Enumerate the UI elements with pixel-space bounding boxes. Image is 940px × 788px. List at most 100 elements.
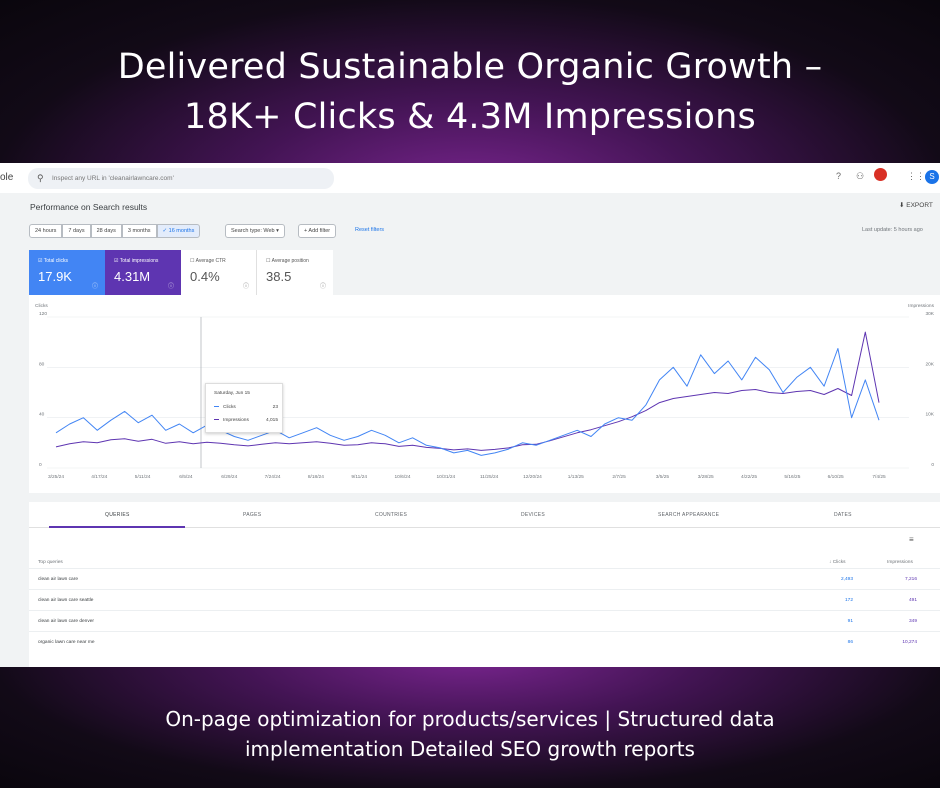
right-tick-label: 30K bbox=[925, 311, 934, 317]
avatar[interactable]: S bbox=[925, 170, 939, 184]
dimension-tabs: QUERIES PAGES COUNTRIES DEVICES SEARCH A… bbox=[29, 502, 940, 528]
clicks-series-line bbox=[55, 348, 880, 456]
range-7-days[interactable]: 7 days bbox=[62, 224, 91, 238]
row-clicks: 172 bbox=[844, 598, 853, 603]
table-row[interactable]: clean air lawn care seattle 172 491 bbox=[29, 589, 940, 610]
last-update: Last update: 5 hours ago bbox=[862, 227, 923, 233]
right-tick-label: 0 bbox=[931, 462, 934, 468]
apps-grid-icon[interactable]: ⋮⋮ bbox=[907, 171, 925, 181]
help-icon[interactable]: ⓘ bbox=[319, 284, 326, 290]
x-tick-label: 7/4/25 bbox=[872, 474, 886, 480]
column-header-query: Top queries bbox=[38, 560, 63, 565]
dimensions-table-card: QUERIES PAGES COUNTRIES DEVICES SEARCH A… bbox=[29, 502, 940, 667]
row-clicks: 2,493 bbox=[840, 577, 853, 582]
search-type-chip[interactable]: Search type: Web ▾ bbox=[225, 224, 285, 238]
metric-value: 17.9K bbox=[38, 269, 72, 284]
help-icon[interactable]: ⓘ bbox=[242, 284, 249, 290]
metric-value: 0.4% bbox=[190, 269, 220, 284]
range-24-hours[interactable]: 24 hours bbox=[29, 224, 63, 238]
metric-total-clicks[interactable]: ☑ Total clicks 17.9K ⓘ bbox=[29, 250, 105, 295]
range-28-days[interactable]: 28 days bbox=[90, 224, 122, 238]
x-tick-label: 9/11/24 bbox=[351, 474, 367, 480]
help-icon[interactable]: ⓘ bbox=[167, 284, 174, 290]
row-impressions: 10,274 bbox=[902, 640, 917, 645]
row-impressions: 491 bbox=[908, 598, 917, 603]
x-tick-label: 1/13/25 bbox=[568, 474, 584, 480]
left-axis-label: Clicks bbox=[35, 303, 48, 309]
search-console-screenshot: ole ⚲ Inspect any URL in 'cleanairlawnca… bbox=[0, 163, 940, 667]
search-icon: ⚲ bbox=[37, 173, 44, 183]
x-tick-label: 3/5/25 bbox=[656, 474, 670, 480]
help-icon[interactable]: ⓘ bbox=[91, 284, 98, 290]
metric-label: ☑ Total clicks bbox=[38, 258, 68, 264]
right-tick-label: 10K bbox=[925, 412, 934, 418]
filter-rows-icon[interactable]: ≡ bbox=[909, 535, 914, 544]
search-placeholder: Inspect any URL in 'cleanairlawncare.com… bbox=[52, 175, 174, 182]
clicks-swatch bbox=[214, 406, 219, 408]
tab-dates[interactable]: DATES bbox=[834, 512, 852, 518]
metric-label: ☑ Total impressions bbox=[114, 258, 159, 264]
metric-average-position[interactable]: ☐ Average position 38.5 ⓘ bbox=[257, 250, 333, 295]
tab-devices[interactable]: DEVICES bbox=[521, 512, 546, 518]
range-16-months[interactable]: ✓ 16 months bbox=[156, 224, 201, 238]
x-tick-label: 3/28/25 bbox=[698, 474, 714, 480]
headline-line-2: 18K+ Clicks & 4.3M Impressions bbox=[184, 97, 756, 137]
impressions-series-line bbox=[55, 331, 880, 451]
add-filter-chip[interactable]: + Add filter bbox=[298, 224, 337, 238]
column-header-impressions[interactable]: Impressions bbox=[887, 560, 913, 565]
x-tick-label: 4/22/25 bbox=[741, 474, 757, 480]
export-button[interactable]: ⬇ EXPORT bbox=[899, 201, 933, 209]
tooltip-impressions-value: 4,015 bbox=[265, 418, 278, 423]
metric-total-impressions[interactable]: ☑ Total impressions 4.31M ⓘ bbox=[105, 250, 181, 295]
x-tick-label: 6/5/24 bbox=[179, 474, 193, 480]
x-tick-label: 2/7/25 bbox=[612, 474, 626, 480]
row-query: clean air lawn care seattle bbox=[38, 598, 94, 603]
notifications-icon[interactable] bbox=[874, 168, 887, 181]
tab-pages[interactable]: PAGES bbox=[243, 512, 262, 518]
x-tick-label: 7/24/24 bbox=[265, 474, 281, 480]
export-label: EXPORT bbox=[906, 202, 933, 209]
metric-average-ctr[interactable]: ☐ Average CTR 0.4% ⓘ bbox=[181, 250, 257, 295]
headline: Delivered Sustainable Organic Growth – 1… bbox=[0, 0, 940, 142]
row-clicks: 91 bbox=[847, 619, 853, 624]
row-clicks: 86 bbox=[847, 640, 853, 645]
metric-label: ☐ Average position bbox=[266, 258, 309, 264]
table-row[interactable]: clean air lawn care 2,493 7,216 bbox=[29, 568, 940, 589]
x-tick-label: 3/25/24 bbox=[48, 474, 64, 480]
x-tick-label: 5/11/24 bbox=[135, 474, 151, 480]
people-icon[interactable]: ⚇ bbox=[856, 171, 865, 181]
tooltip-impressions-label: Impressions bbox=[223, 418, 249, 423]
active-tab-indicator bbox=[49, 526, 185, 528]
headline-banner: Delivered Sustainable Organic Growth – 1… bbox=[0, 0, 940, 163]
app-top-bar: ole ⚲ Inspect any URL in 'cleanairlawnca… bbox=[0, 163, 940, 193]
column-header-clicks[interactable]: ↓ Clicks bbox=[829, 560, 846, 565]
tab-queries[interactable]: QUERIES bbox=[105, 512, 130, 518]
table-row[interactable]: organic lawn care near me 86 10,274 bbox=[29, 631, 940, 652]
url-inspect-search[interactable]: ⚲ Inspect any URL in 'cleanairlawncare.c… bbox=[28, 168, 334, 189]
page-title: Performance on Search results bbox=[30, 202, 148, 212]
reset-filters-link[interactable]: Reset filters bbox=[355, 227, 385, 233]
range-3-months[interactable]: 3 months bbox=[121, 224, 157, 238]
x-tick-label: 11/25/24 bbox=[480, 474, 499, 480]
tab-countries[interactable]: COUNTRIES bbox=[375, 512, 408, 518]
x-tick-label: 10/6/24 bbox=[395, 474, 411, 480]
row-query: clean air lawn care bbox=[38, 577, 78, 582]
help-icon[interactable]: ? bbox=[836, 171, 842, 181]
row-impressions: 7,216 bbox=[904, 577, 917, 582]
row-query: clean air lawn care denver bbox=[38, 619, 94, 624]
left-tick-label: 40 bbox=[39, 412, 45, 418]
metric-label: ☐ Average CTR bbox=[190, 258, 226, 264]
x-tick-label: 5/16/25 bbox=[784, 474, 800, 480]
metric-value: 4.31M bbox=[114, 269, 151, 284]
logo-fragment: ole bbox=[0, 172, 14, 183]
tooltip-clicks-row: Clicks 23 bbox=[214, 405, 278, 410]
row-query: organic lawn care near me bbox=[38, 640, 95, 645]
left-tick-label: 0 bbox=[39, 462, 42, 468]
table-row[interactable]: clean air lawn care denver 91 349 bbox=[29, 610, 940, 631]
tooltip-clicks-label: Clicks bbox=[223, 405, 236, 410]
right-axis-label: Impressions bbox=[908, 303, 934, 309]
tab-search-appearance[interactable]: SEARCH APPEARANCE bbox=[658, 512, 720, 518]
footer-banner: On-page optimization for products/servic… bbox=[0, 667, 940, 788]
performance-chart[interactable]: 120 30K 80 20K 40 10K 0 0 Clicks Impressions 3/25/… bbox=[29, 295, 940, 493]
chart-tooltip: Saturday, Jun 15 Clicks 23 Impressions 4… bbox=[205, 383, 283, 433]
